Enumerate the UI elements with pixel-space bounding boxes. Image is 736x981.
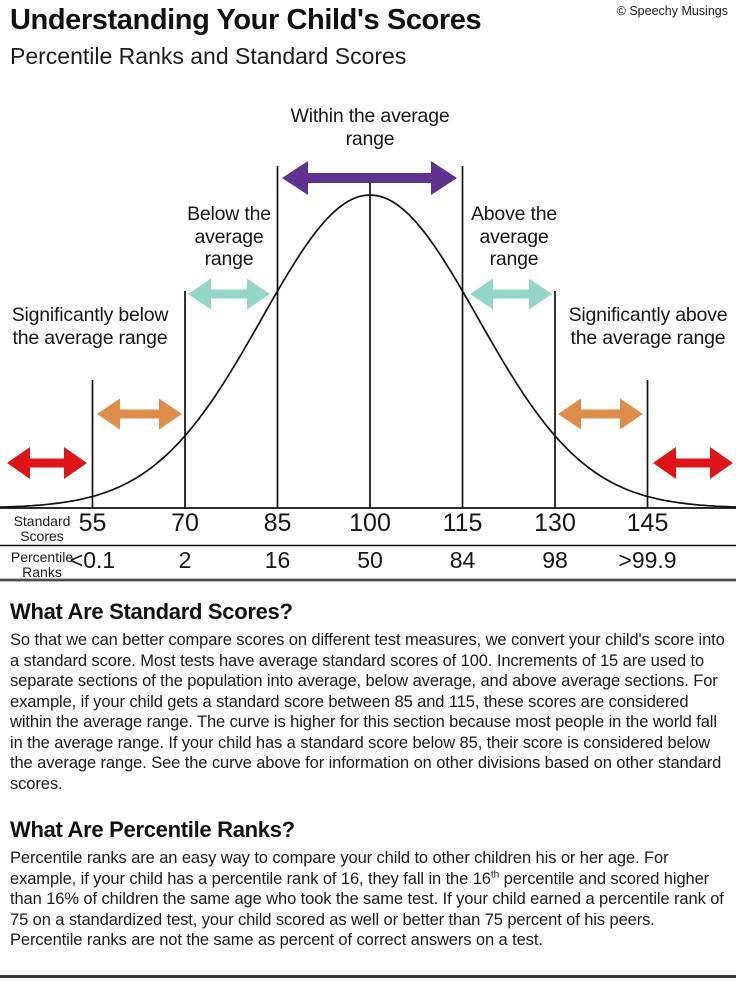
standard-score-value-85: 85 [263,509,292,537]
standard-score-value-70: 70 [171,509,199,537]
percentile-ranks-values-row: <0.1 2 16 50 84 98 >99.9 [0,547,736,583]
percentile-rank-value-70: 2 [178,547,192,573]
page-title: Understanding Your Child's Scores [10,4,482,36]
standard-score-value-115: 115 [442,509,483,537]
range-arrow-above [470,278,552,310]
section-paragraph-standard-scores: So that we can better compare scores on … [10,631,725,793]
range-arrow-below [188,278,270,310]
range-label-within-average: Within the average range [290,105,450,150]
bell-curve-chart: Within the average range Below the avera… [0,105,736,583]
range-label-significantly-below: Significantly below the average range [11,304,169,349]
standard-score-value-130: 130 [534,509,576,537]
range-label-significantly-above: Significantly above the average range [568,304,728,349]
copyright-notice: © Speechy Musings [616,4,728,18]
range-arrow-extreme-high [653,447,733,479]
range-label-above-average: Above the average range [470,203,558,270]
percentile-rank-value-115: 84 [449,547,476,573]
percentile-rank-value-145: >99.9 [618,547,677,573]
standard-scores-values-row: 55 70 85 100 115 130 145 [0,509,736,545]
range-arrow-within [282,161,457,195]
bell-curve [0,194,736,508]
percentile-ranks-axis-label: Percentile Ranks [10,549,74,580]
percentile-rank-value-130: 98 [542,547,568,573]
range-arrow-sig-above [558,398,643,430]
range-arrow-extreme-low [7,447,87,479]
page-subtitle: Percentile Ranks and Standard Scores [10,43,407,69]
percentile-rank-value-85: 16 [264,547,291,573]
standard-scores-axis-label: Standard Scores [13,513,71,544]
bell-curve-figure [0,161,736,582]
standard-score-value-145: 145 [626,509,669,537]
section-paragraph-percentile-ranks: Percentile ranks are an easy way to comp… [10,849,724,949]
range-arrow-sig-below [97,398,182,430]
percentile-rank-value-55: <0.1 [69,547,116,573]
section-standard-scores: What Are Standard Scores? So that we can… [10,599,730,794]
range-label-below-average: Below the average range [187,203,271,270]
standard-score-value-55: 55 [78,509,107,537]
percentile-rank-value-100: 50 [357,547,383,573]
section-heading-standard-scores: What Are Standard Scores? [10,599,293,624]
bottom-divider [0,975,736,978]
section-heading-percentile-ranks: What Are Percentile Ranks? [10,817,295,842]
standard-score-value-100: 100 [349,509,391,537]
section-percentile-ranks: What Are Percentile Ranks? Percentile ra… [10,817,730,951]
